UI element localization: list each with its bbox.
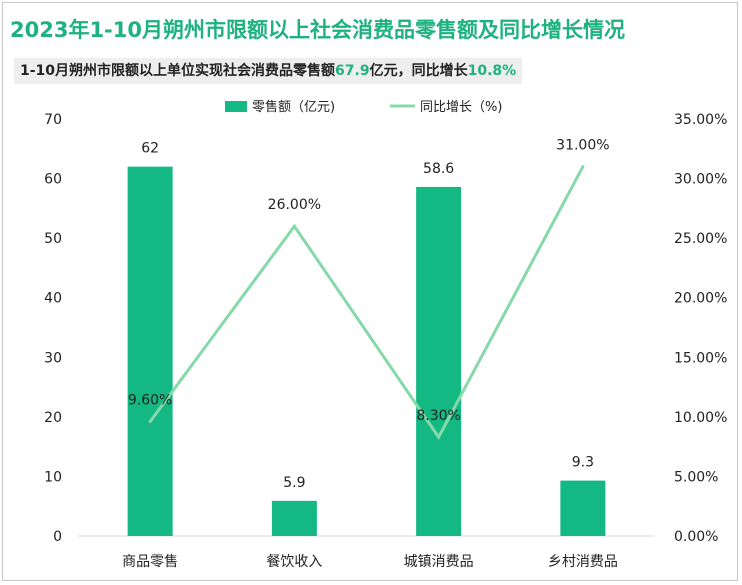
bar-series: 62 5.9 58.6 9.3 xyxy=(127,141,606,536)
line-value-label: 8.30% xyxy=(416,408,460,424)
bar-value-label: 62 xyxy=(141,141,159,157)
left-tick-label: 0 xyxy=(53,529,62,545)
line-point xyxy=(148,420,152,424)
right-tick-label: 5.00% xyxy=(674,469,718,485)
bar xyxy=(416,186,462,536)
category-label: 餐饮收入 xyxy=(266,554,322,570)
line-value-label: 26.00% xyxy=(268,197,321,213)
category-label: 商品零售 xyxy=(122,554,178,570)
category-label: 城镇消费品 xyxy=(404,554,474,570)
bar-value-label: 9.3 xyxy=(572,455,594,471)
right-tick-label: 30.00% xyxy=(674,172,727,188)
bar-value-label: 5.9 xyxy=(283,475,305,491)
category-label: 乡村消费品 xyxy=(548,554,618,570)
right-axis: 0.00% 5.00% 10.00% 15.00% 20.00% 25.00% 30.00%… xyxy=(674,112,727,545)
line-value-label: 9.60% xyxy=(128,393,172,409)
bar xyxy=(560,480,606,536)
left-tick-label: 70 xyxy=(44,112,62,128)
left-tick-label: 10 xyxy=(44,469,62,485)
left-tick-label: 40 xyxy=(44,291,62,307)
right-tick-label: 0.00% xyxy=(674,529,718,545)
line-point xyxy=(437,435,441,439)
left-axis: 0 10 20 30 40 50 60 70 xyxy=(44,112,62,545)
line-value-label: 31.00% xyxy=(556,138,609,154)
right-tick-label: 20.00% xyxy=(674,291,727,307)
line-series: 9.60% 26.00% 8.30% 31.00% xyxy=(128,138,610,441)
legend-line-label: 同比增长（%) xyxy=(420,100,502,115)
right-tick-label: 10.00% xyxy=(674,410,727,426)
bar xyxy=(127,166,173,536)
left-tick-label: 60 xyxy=(44,172,62,188)
legend-bar-swatch xyxy=(225,101,247,112)
category-axis: 商品零售 餐饮收入 城镇消费品 乡村消费品 xyxy=(122,554,618,570)
subtitle-growth: 10.8% xyxy=(467,63,517,79)
left-tick-label: 30 xyxy=(44,350,62,366)
line-point xyxy=(292,224,296,228)
subtitle-amount: 67.9 xyxy=(335,63,370,79)
right-tick-label: 25.00% xyxy=(674,231,727,247)
right-tick-label: 15.00% xyxy=(674,350,727,366)
growth-line xyxy=(148,165,585,441)
chart-subtitle: 1-10月朔州市限额以上单位实现社会消费品零售额67.9亿元，同比增长10.8% xyxy=(14,58,523,84)
legend-bar-label: 零售额（亿元) xyxy=(252,99,335,115)
legend: 零售额（亿元) 同比增长（%) xyxy=(225,99,502,115)
bar xyxy=(271,500,317,536)
left-tick-label: 50 xyxy=(44,231,62,247)
left-tick-label: 20 xyxy=(44,410,62,426)
bar-value-label: 58.6 xyxy=(423,161,454,177)
right-tick-label: 35.00% xyxy=(674,112,727,128)
subtitle-prefix: 1-10月朔州市限额以上单位实现社会消费品零售额 xyxy=(20,63,336,79)
chart-title: 2023年1-10月朔州市限额以上社会消费品零售额及同比增长情况 xyxy=(10,18,625,42)
subtitle-middle: 亿元，同比增长 xyxy=(369,63,468,79)
line-point xyxy=(581,165,585,169)
